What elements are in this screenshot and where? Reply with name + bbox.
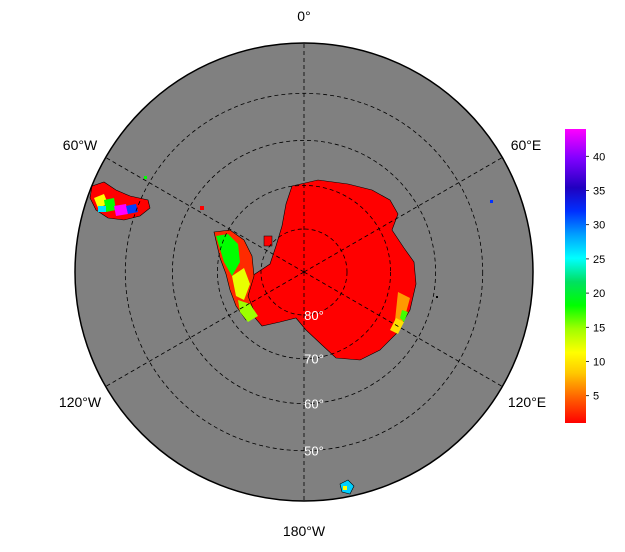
colorbar-tick-label: 30 (593, 220, 605, 232)
sa-blue (126, 204, 138, 214)
lon-label-180w: 180°W (283, 523, 326, 539)
lat-label: 60° (304, 397, 324, 412)
graticule (105, 43, 503, 501)
lon-label-60e: 60°E (511, 137, 542, 153)
colorbar-tick-label: 15 (593, 322, 605, 334)
lat-circle (171, 139, 437, 405)
meridian-line (105, 157, 305, 273)
colorbar-tick-label: 10 (593, 357, 605, 369)
colorbar-tick-label: 40 (593, 151, 605, 163)
lat-label: 50° (304, 444, 324, 459)
island-small-2 (200, 206, 204, 210)
colorbar-tick-label: 5 (593, 391, 599, 403)
lat-label: 80° (304, 308, 324, 323)
colorbar-tick-label: 25 (593, 254, 605, 266)
colorbar (565, 129, 586, 423)
lat-labels: 80° 70° 60° 50° (304, 308, 324, 459)
meridian-line (303, 157, 503, 273)
speck-3 (436, 296, 438, 298)
peninsula-green (216, 234, 240, 276)
meridian-line (303, 271, 503, 387)
sa-cyan (98, 206, 106, 212)
sa-magenta (114, 204, 128, 216)
coast-green (400, 310, 408, 322)
lat-label: 70° (304, 352, 324, 367)
colorbar-tick-label: 35 (593, 186, 605, 198)
lon-label-60w: 60°W (63, 137, 98, 153)
speck-2 (144, 176, 147, 179)
sa-green (104, 198, 116, 212)
lon-label-120w: 120°W (59, 394, 102, 410)
lat-circle (260, 228, 348, 316)
sa-yellow (94, 194, 108, 208)
lon-label-120e: 120°E (508, 394, 546, 410)
peninsula-lime (238, 300, 258, 322)
bottom-island-yellow (343, 486, 347, 490)
speck-1 (490, 200, 493, 203)
globe-outline (74, 42, 534, 502)
meridian-line (105, 271, 305, 387)
colorbar-tick-label: 20 (593, 288, 605, 300)
island-small-1 (263, 235, 273, 247)
lon-label-0: 0° (297, 8, 310, 24)
peninsula-yellow (232, 268, 250, 300)
colorbar-ticks: 5 10 15 20 25 30 35 40 (586, 151, 605, 403)
